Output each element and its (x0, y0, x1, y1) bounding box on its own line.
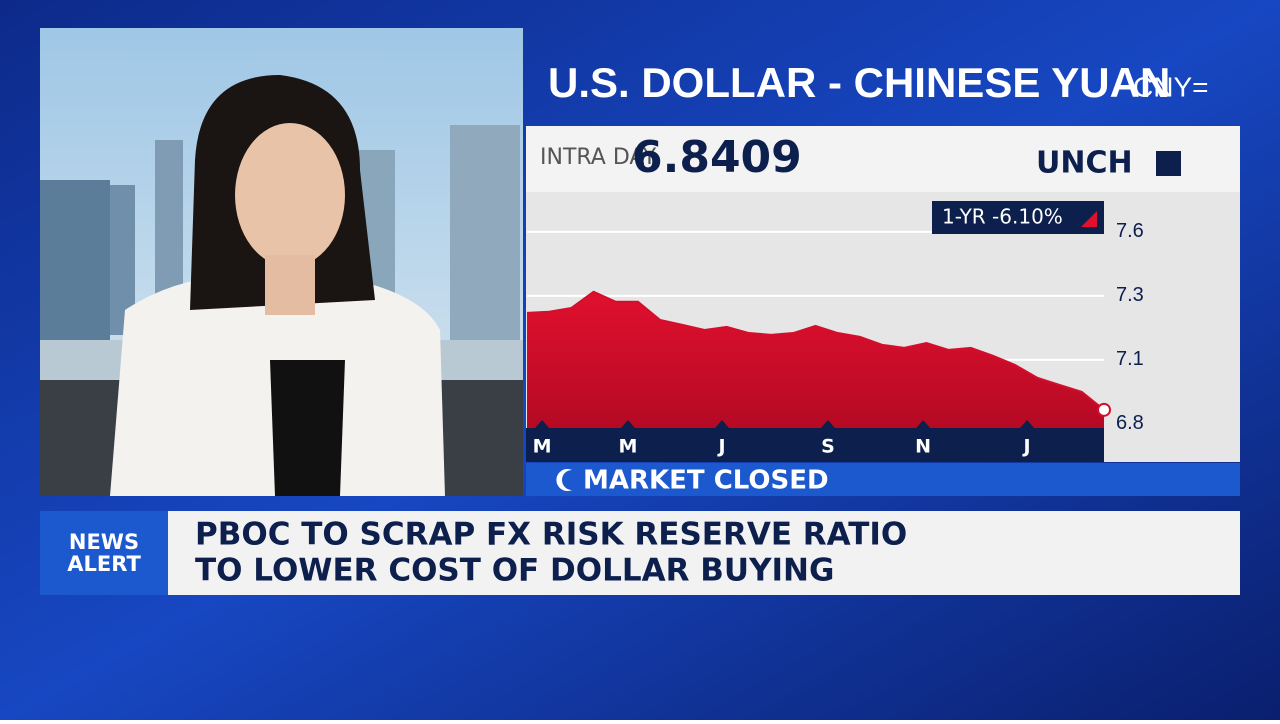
alert-tag: NEWS (69, 530, 139, 554)
symbol: CNY= (1133, 71, 1208, 102)
alert-tag: ALERT (67, 552, 141, 576)
x-tick (820, 420, 835, 428)
change: UNCH (1036, 146, 1133, 181)
annotation-box (932, 201, 1104, 234)
alert-tag-box (40, 511, 168, 595)
y-tick-label: 7.1 (1116, 348, 1144, 370)
price: 6.8409 (632, 132, 802, 183)
x-tick (535, 420, 550, 428)
area (527, 291, 1104, 428)
x-tick-label: S (821, 436, 835, 458)
x-tick-label: N (915, 436, 931, 458)
y-tick-label: 7.3 (1116, 284, 1144, 306)
video-feed (40, 28, 523, 496)
down-icon (1081, 211, 1097, 227)
quote-label: INTRA DAY (540, 145, 657, 170)
headline: PBOC TO SCRAP FX RISK RESERVE RATIO (195, 517, 907, 553)
annotation: 1-YR -6.10% (942, 205, 1063, 229)
headline-box (168, 511, 1240, 595)
x-tick (715, 420, 730, 428)
moon-icon (556, 469, 572, 492)
status-bar (526, 463, 1240, 496)
line (526, 290, 1105, 411)
y-tick-label: 6.8 (1116, 412, 1144, 434)
change-icon (1156, 151, 1181, 176)
x-tick-label: J (717, 436, 726, 458)
x-axis-band (526, 428, 1104, 462)
quote-bar (526, 126, 1240, 192)
headline: TO LOWER COST OF DOLLAR BUYING (195, 553, 834, 589)
x-tick (1019, 420, 1034, 428)
x-tick-label: M (533, 436, 552, 458)
x-tick-label: M (619, 436, 638, 458)
y-tick-label: 7.6 (1116, 220, 1144, 242)
status: MARKET CLOSED (583, 466, 829, 496)
end-point (1097, 402, 1111, 417)
x-tick (916, 420, 931, 428)
title: U.S. DOLLAR - CHINESE YUAN (548, 59, 1170, 106)
x-tick (620, 420, 635, 428)
x-tick-label: J (1021, 436, 1030, 458)
